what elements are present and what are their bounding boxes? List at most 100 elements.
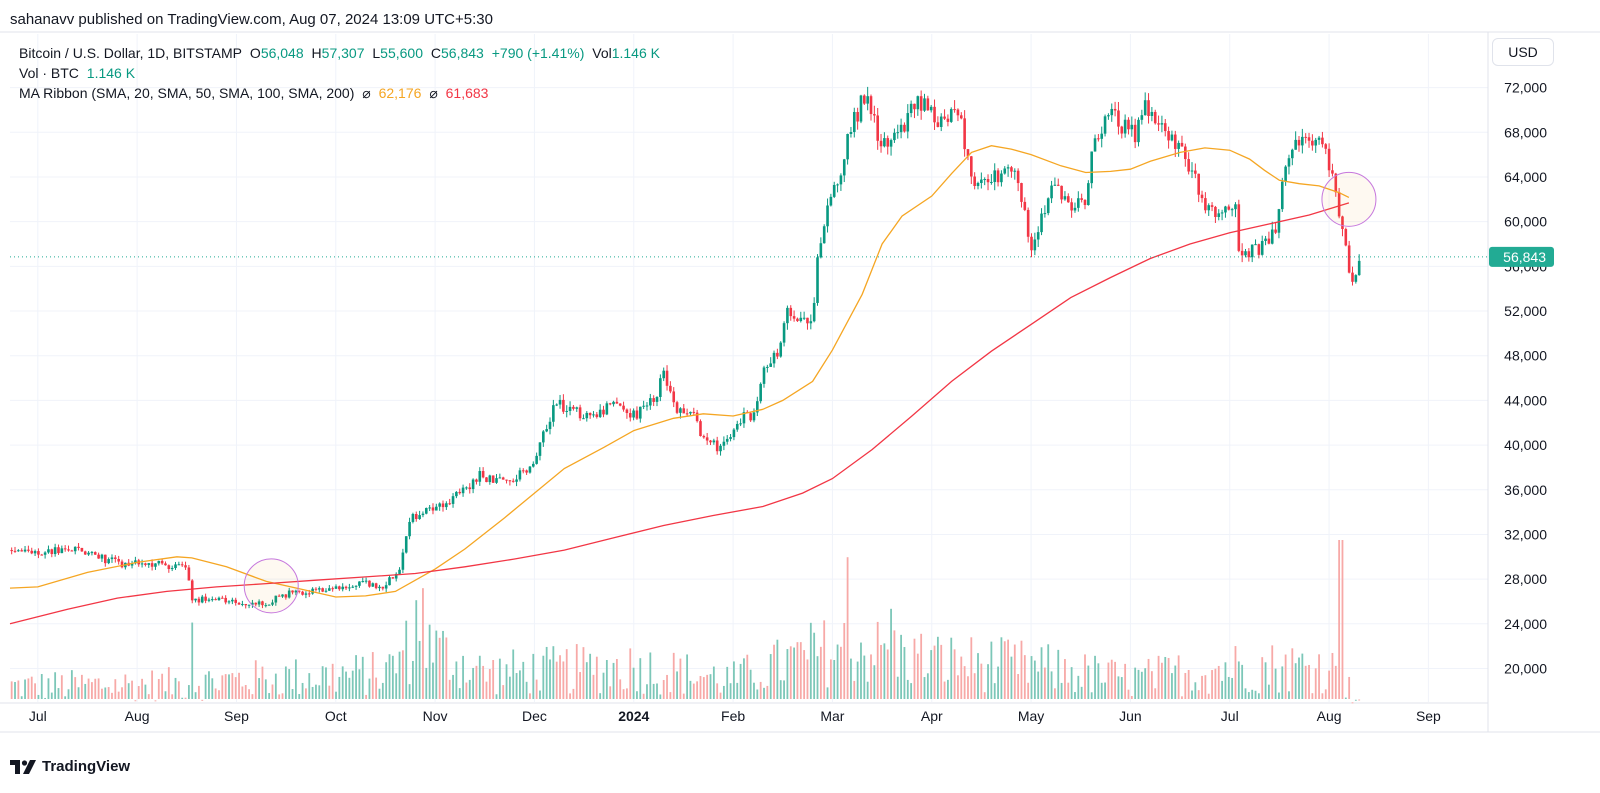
candle-body xyxy=(873,114,876,116)
volume-bar xyxy=(261,666,264,699)
volume-bar xyxy=(595,656,598,699)
volume-bar xyxy=(401,650,404,699)
volume-bar xyxy=(1060,682,1063,699)
candle-body xyxy=(946,118,950,122)
candle-body xyxy=(110,557,114,560)
volume-bar xyxy=(1077,675,1080,699)
volume-bar xyxy=(1358,699,1361,701)
candle-body xyxy=(234,599,238,603)
candle-body xyxy=(391,577,395,579)
candle-body xyxy=(455,491,458,497)
candle-body xyxy=(953,109,956,111)
volume-bar xyxy=(793,647,796,699)
volume-bar xyxy=(24,679,26,699)
currency-button[interactable]: USD xyxy=(1492,38,1554,66)
candle-body xyxy=(207,599,211,601)
volume-bar xyxy=(60,675,63,699)
candle-body xyxy=(756,401,759,413)
candle-body xyxy=(970,156,973,177)
volume-bar xyxy=(228,674,230,699)
volume-bar xyxy=(799,642,802,699)
candle-body xyxy=(642,405,645,407)
volume-bar xyxy=(1351,702,1354,704)
volume-bar xyxy=(1084,654,1086,699)
volume-bar xyxy=(850,658,852,699)
candle-body xyxy=(150,563,154,567)
volume-bar xyxy=(589,653,592,699)
candle-body xyxy=(287,590,291,598)
candle-body xyxy=(816,257,819,303)
volume-bar xyxy=(1274,668,1277,699)
change-value: +790 (+1.41%) xyxy=(491,45,585,61)
price-tick-label: 36,000 xyxy=(1504,482,1547,498)
volume-bar xyxy=(1348,676,1351,699)
tradingview-logo[interactable]: TradingView xyxy=(10,758,130,775)
volume-bar xyxy=(44,697,47,699)
candle-body xyxy=(856,111,859,122)
candle-body xyxy=(618,403,622,406)
volume-bar xyxy=(876,621,879,699)
volume-bar xyxy=(1144,668,1147,699)
volume-bar xyxy=(900,634,902,699)
candle-body xyxy=(1341,216,1344,230)
price-tick-label: 64,000 xyxy=(1504,169,1547,185)
volume-bar xyxy=(398,651,401,699)
candle-body xyxy=(160,560,164,564)
candle-body xyxy=(331,588,334,590)
candle-body xyxy=(478,471,482,482)
volume-bar xyxy=(910,683,913,699)
volume-bar xyxy=(977,653,979,699)
volume-bar xyxy=(679,658,682,699)
candle-body xyxy=(501,477,505,480)
volume-bar xyxy=(154,700,157,702)
volume-bar xyxy=(1177,655,1180,699)
time-tick-label: Dec xyxy=(522,708,547,724)
volume-bar xyxy=(187,685,190,699)
volume-bar xyxy=(662,680,665,699)
candle-body xyxy=(812,302,816,322)
volume-bar xyxy=(1087,665,1090,699)
volume-bar xyxy=(198,685,200,699)
candle-body xyxy=(846,133,849,160)
candle-body xyxy=(1056,184,1060,186)
price-axis: 20,000 24,000 28,000 32,000 36,000 40,000 44,0… xyxy=(1504,80,1547,677)
ma-ribbon-legend[interactable]: MA Ribbon (SMA, 20, SMA, 50, SMA, 100, S… xyxy=(19,85,492,102)
volume-bar xyxy=(1207,693,1210,699)
candle-body xyxy=(328,588,331,591)
candle-body xyxy=(1327,148,1331,171)
volume-bar xyxy=(124,674,127,699)
candle-body xyxy=(1210,205,1214,207)
candle-body xyxy=(645,405,649,407)
candle-body xyxy=(986,179,990,183)
candle-body xyxy=(859,95,863,122)
volume-bar xyxy=(468,679,471,699)
candle-body xyxy=(17,550,20,552)
tradingview-icon xyxy=(10,759,36,774)
candle-body xyxy=(1143,100,1147,116)
candle-body xyxy=(435,506,438,511)
candle-body xyxy=(1250,244,1254,258)
volume-indicator-legend[interactable]: Vol · BTC 1.146 K xyxy=(19,65,139,81)
volume-bar xyxy=(298,694,301,699)
candle-body xyxy=(338,586,341,590)
volume-bar xyxy=(1157,655,1160,699)
candle-body xyxy=(147,563,151,565)
volume-bar xyxy=(642,693,645,699)
candle-body xyxy=(1294,139,1297,150)
volume-bar xyxy=(94,678,97,699)
candle-body xyxy=(1123,119,1127,134)
volume-indicator-label: Vol · BTC xyxy=(19,65,79,81)
candle-body xyxy=(267,604,271,606)
price-tick-label: 48,000 xyxy=(1504,348,1547,364)
volume-bar xyxy=(599,693,602,699)
candle-body xyxy=(809,321,813,324)
candle-body xyxy=(1257,244,1261,255)
volume-bar xyxy=(271,684,274,699)
candle-body xyxy=(903,124,906,132)
candle-body xyxy=(1224,206,1227,213)
volume-bar xyxy=(47,678,50,699)
candle-body xyxy=(244,603,248,606)
volume-bar xyxy=(542,655,545,699)
